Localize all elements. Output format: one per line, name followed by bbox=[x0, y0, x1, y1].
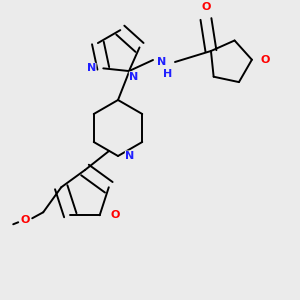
Text: H: H bbox=[164, 69, 172, 79]
Text: N: N bbox=[87, 63, 96, 73]
Text: N: N bbox=[125, 151, 135, 161]
Text: O: O bbox=[110, 210, 119, 220]
Text: O: O bbox=[260, 55, 270, 65]
Text: N: N bbox=[158, 57, 166, 67]
Text: N: N bbox=[129, 72, 139, 82]
Text: O: O bbox=[201, 2, 211, 12]
Text: O: O bbox=[20, 215, 30, 225]
